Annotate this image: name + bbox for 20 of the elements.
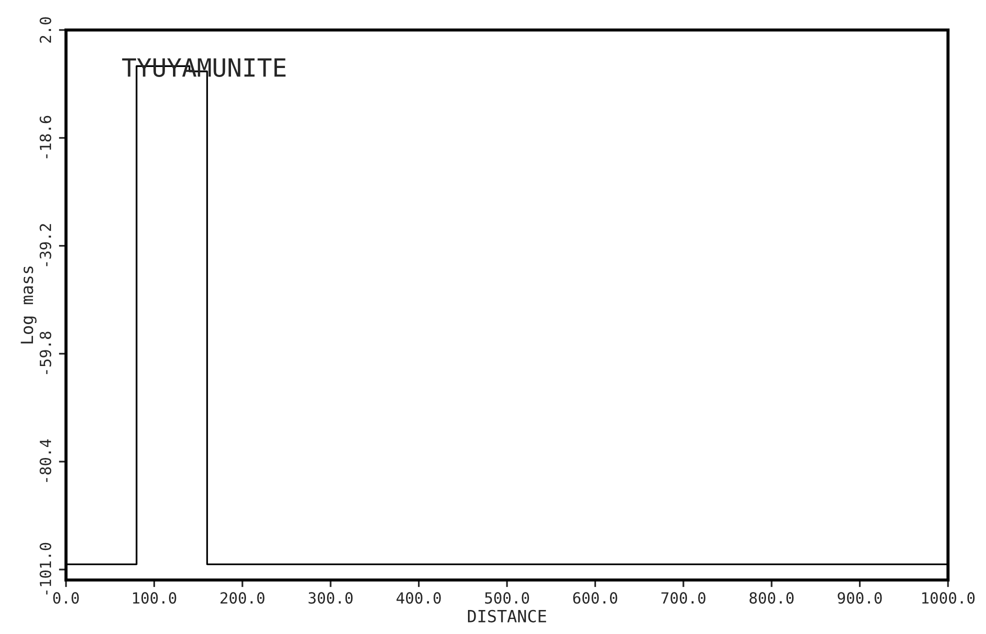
x-tick-label: 200.0 xyxy=(220,592,264,604)
y-tick-label: -39.2 xyxy=(40,224,52,266)
x-tick-label: 400.0 xyxy=(396,592,441,604)
y-tick-label: -80.4 xyxy=(40,439,52,482)
x-tick-label: 100.0 xyxy=(133,592,176,604)
x-tick-label: 0.0 xyxy=(53,592,79,604)
x-tick-label: 800.0 xyxy=(750,592,794,604)
annotation: TYUYAMUNITE xyxy=(122,58,286,77)
y-tick-label: -101.0 xyxy=(40,542,52,594)
x-tick-label: 1000.0 xyxy=(922,592,975,604)
y-tick-label: 2.0 xyxy=(40,17,52,43)
x-tick-label: 900.0 xyxy=(838,592,882,604)
x-tick-label: 500.0 xyxy=(485,592,530,604)
x-tick-label: 600.0 xyxy=(573,592,618,604)
y-axis-title: Log mass xyxy=(20,266,37,344)
x-tick-label: 700.0 xyxy=(661,592,706,604)
x-axis-title: DISTANCE xyxy=(468,610,546,622)
y-tick-label: -18.6 xyxy=(40,116,52,158)
y-tick-label: -59.8 xyxy=(40,332,52,374)
x-tick-label: 300.0 xyxy=(308,592,353,604)
